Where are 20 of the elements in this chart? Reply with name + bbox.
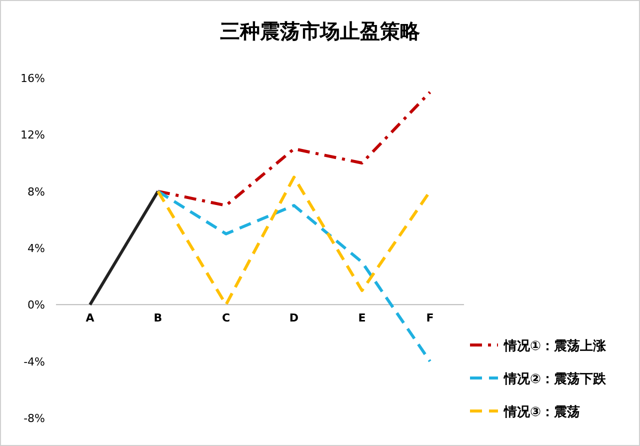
chart-title: 三种震荡市场止盈策略 xyxy=(220,19,421,43)
y-tick-label: 8% xyxy=(28,185,45,198)
y-tick-label: 0% xyxy=(28,298,45,312)
legend-label: 情况③：震荡 xyxy=(503,404,580,420)
x-tick-label: B xyxy=(154,312,162,325)
legend-label: 情况②：震荡下跌 xyxy=(503,371,608,387)
line-series xyxy=(156,90,432,207)
line-series xyxy=(156,176,432,306)
line-series xyxy=(156,190,432,363)
x-tick-label: E xyxy=(358,312,366,325)
y-tick-label: 16% xyxy=(20,72,45,85)
x-tick-label: F xyxy=(426,312,434,325)
x-tick-label: C xyxy=(222,312,230,325)
y-tick-label: -4% xyxy=(24,355,45,368)
y-tick-label: -8% xyxy=(24,412,45,425)
y-tick-label: 12% xyxy=(20,128,45,142)
x-tick-label: A xyxy=(86,312,95,325)
y-tick-label: 4% xyxy=(28,242,45,255)
x-tick-label: D xyxy=(289,312,299,325)
legend-label: 情况①：震荡上涨 xyxy=(503,338,608,354)
